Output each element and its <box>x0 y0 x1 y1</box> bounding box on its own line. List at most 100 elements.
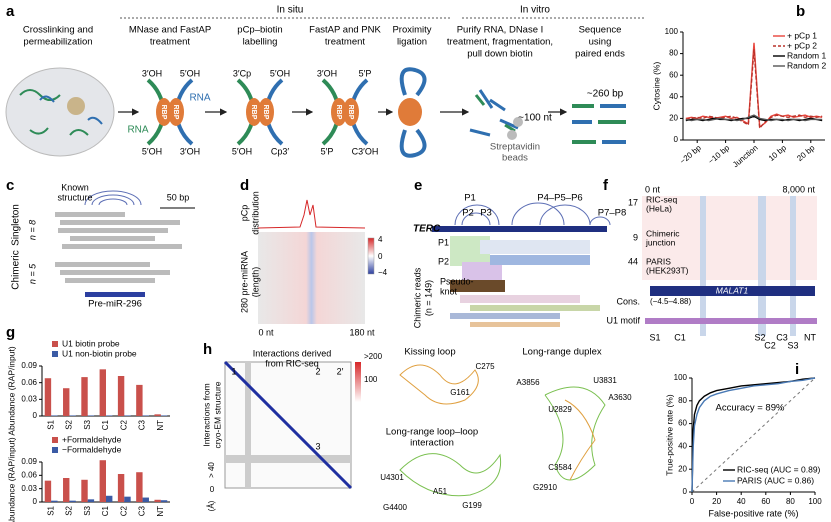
structure <box>564 399 596 481</box>
label: (−4.5–4.88) <box>650 297 691 306</box>
panel-a-art <box>5 17 645 158</box>
y-axis-label: Abundance (RAP/input) <box>6 437 16 522</box>
read <box>572 140 596 144</box>
label: 5′P <box>321 146 334 156</box>
fragments <box>469 89 519 137</box>
legend-label: + pCp 1 <box>787 30 817 40</box>
label: S2 <box>754 332 765 342</box>
structure <box>399 364 479 405</box>
label: (HeLa) <box>646 203 672 213</box>
read <box>600 104 626 108</box>
step-label: pCp–biotin <box>237 25 282 36</box>
bar <box>81 377 88 416</box>
label: U4301 <box>380 473 404 482</box>
legend-swatch <box>52 437 58 443</box>
y-tick-label: 60 <box>669 70 678 79</box>
bar <box>142 497 149 502</box>
label: RNA <box>127 125 148 136</box>
label: 9 <box>633 232 638 242</box>
panel-label: d <box>240 177 249 194</box>
label: 3′OH <box>142 68 162 78</box>
label: 5′OH <box>142 146 162 156</box>
bar <box>136 384 143 416</box>
panel-f-art <box>642 196 817 336</box>
step-label: treatment, fragmentation, <box>447 37 553 48</box>
cell <box>5 67 115 157</box>
label: Pre-miR-296 <box>88 299 142 310</box>
y-axis-label: Cytosine (%) <box>651 62 661 111</box>
bar <box>81 479 88 502</box>
y-tick-label: 0.03 <box>21 484 37 493</box>
x-tick-label: NT <box>156 420 165 431</box>
label: A51 <box>433 487 448 496</box>
x-axis-label: False-positive rate (%) <box>708 508 798 518</box>
label: 0 nt <box>258 327 274 337</box>
bar <box>99 369 106 416</box>
read <box>602 140 626 144</box>
step-label: paired ends <box>575 49 625 60</box>
fragments <box>474 94 516 133</box>
bar <box>69 500 76 502</box>
gap <box>245 362 251 488</box>
label: 5′OH <box>270 68 290 78</box>
pre-mirna <box>85 292 145 297</box>
x-tick-label: C1 <box>101 505 110 516</box>
label: G2910 <box>533 483 558 492</box>
label: Known <box>61 182 89 192</box>
label: C3′OH <box>352 146 379 156</box>
malat1-bar <box>650 286 815 296</box>
label: P2 <box>462 208 474 219</box>
label: In vitro <box>520 5 550 16</box>
x-tick-label: 0 <box>690 497 695 506</box>
bar <box>51 500 58 502</box>
bar <box>154 414 161 416</box>
label: (n = 149) <box>423 280 433 316</box>
label: >200 <box>364 352 383 361</box>
x-tick-label: 40 <box>737 497 746 506</box>
label: Cons. <box>616 296 640 306</box>
panel-label: g <box>6 324 15 341</box>
label: Pseudo- <box>440 276 474 286</box>
label: 3′OH <box>317 68 337 78</box>
bar <box>160 500 168 502</box>
label: G199 <box>462 501 482 510</box>
arcs <box>454 202 611 226</box>
label: 5′OH <box>180 68 200 78</box>
panel-label: b <box>796 3 805 20</box>
label: S1 <box>649 332 660 342</box>
legend-label: + pCp 2 <box>787 40 817 50</box>
label: ~260 bp <box>587 89 624 100</box>
x-tick-label: C1 <box>101 419 110 430</box>
gap <box>225 455 351 463</box>
bar <box>69 415 76 416</box>
label: S3 <box>787 340 798 350</box>
label: 3′OH <box>180 146 200 156</box>
step-label: pull down biotin <box>467 49 533 60</box>
label: NT <box>804 332 816 342</box>
x-tick-label: S1 <box>46 505 55 515</box>
rbp <box>398 98 422 126</box>
label: RIC-seq <box>646 194 677 204</box>
label: C3 <box>776 332 788 342</box>
structure <box>399 453 502 497</box>
label: P4–P5–P6 <box>537 193 582 204</box>
ligated-rna <box>399 67 427 158</box>
diagonal <box>691 377 816 493</box>
x-tick-label: 20 bp <box>795 143 817 163</box>
series-line <box>685 42 823 129</box>
y-tick-label: 0 <box>674 135 679 144</box>
label: RBP <box>347 105 354 120</box>
bar <box>87 415 95 416</box>
x-tick-label: C3 <box>138 419 147 430</box>
reads <box>450 236 600 327</box>
x-tick-label: S3 <box>83 505 92 515</box>
label: beads <box>502 153 528 164</box>
label: U3831 <box>593 376 617 385</box>
label: 2′ <box>337 366 344 376</box>
label: A3630 <box>608 393 632 402</box>
bar <box>142 415 149 416</box>
label: 44 <box>628 256 638 266</box>
step-label: FastAP and PNK <box>309 25 381 36</box>
bar <box>106 415 113 416</box>
